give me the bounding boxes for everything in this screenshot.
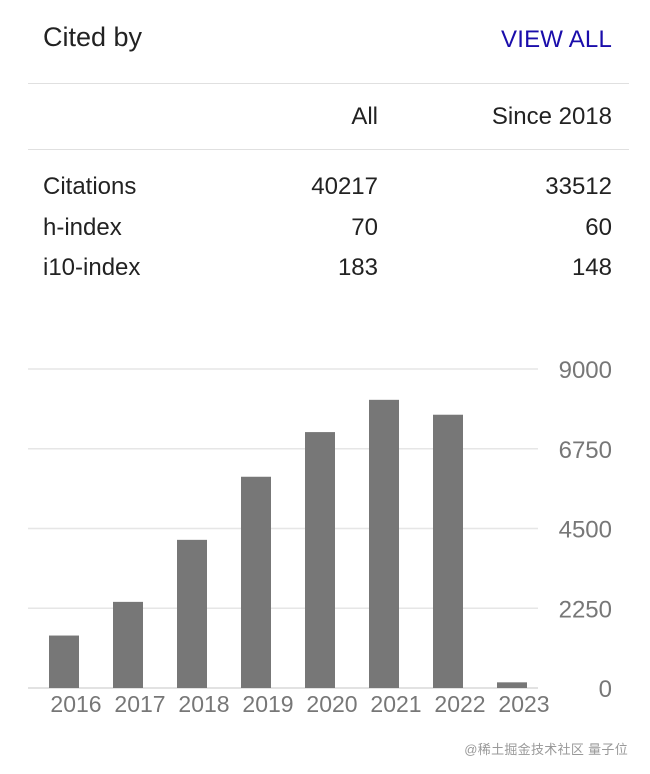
header-divider — [28, 83, 629, 84]
y-tick-label: 9000 — [559, 357, 612, 384]
stats-header-divider — [28, 149, 629, 150]
section-title: Cited by — [43, 22, 143, 52]
stats-row-citations: Citations 40217 33512 — [0, 172, 650, 202]
x-tick-label: 2021 — [370, 691, 421, 717]
stats-value-all: 70 — [351, 214, 378, 241]
bar-2016[interactable] — [49, 635, 79, 688]
bar-2020[interactable] — [305, 432, 335, 688]
x-tick-label: 2018 — [178, 691, 229, 717]
bar-2021[interactable] — [369, 399, 399, 688]
column-header-all: All — [351, 103, 378, 130]
x-tick-label: 2023 — [498, 691, 549, 717]
x-tick-label: 2020 — [306, 691, 357, 717]
stats-value-since: 148 — [571, 254, 612, 281]
stats-header-row: All Since 2018 — [0, 102, 650, 132]
stats-value-all: 183 — [337, 254, 378, 281]
stats-row-h-index: h-index 70 60 — [0, 213, 650, 243]
stats-row-i10-index: i10-index 183 148 — [0, 253, 650, 283]
citations-per-year-chart: 0 2250 4500 6750 9000 2016 2017 2018 2019 2020 202… — [0, 340, 650, 740]
stats-row-label: h-index — [43, 214, 122, 241]
bar-2023[interactable] — [497, 682, 527, 688]
y-tick-label: 0 — [599, 676, 612, 703]
bar-chart-svg: 0 2250 4500 6750 9000 2016 2017 2018 2019 2020 202… — [28, 357, 612, 717]
x-tick-label: 2019 — [242, 691, 293, 717]
x-tick-label: 2017 — [114, 691, 165, 717]
y-tick-label: 4500 — [559, 517, 612, 544]
bar-2022[interactable] — [433, 414, 463, 688]
stats-value-all: 40217 — [311, 173, 378, 200]
bar-2019[interactable] — [241, 476, 271, 688]
stats-row-label: i10-index — [43, 254, 141, 281]
bar-2017[interactable] — [113, 601, 143, 688]
column-header-since: Since 2018 — [491, 103, 612, 130]
view-all-link[interactable]: VIEW ALL — [501, 26, 612, 53]
cited-by-header: Cited by VIEW ALL — [0, 0, 650, 84]
y-tick-label: 6750 — [559, 437, 612, 464]
bar-2018[interactable] — [177, 539, 207, 688]
x-tick-label: 2022 — [434, 691, 485, 717]
stats-value-since: 60 — [585, 214, 612, 241]
y-tick-label: 2250 — [559, 596, 612, 623]
stats-row-label: Citations — [43, 173, 137, 200]
x-tick-label: 2016 — [50, 691, 101, 717]
watermark: @稀土掘金技术社区 量子位 — [464, 742, 628, 757]
stats-value-since: 33512 — [545, 173, 612, 200]
